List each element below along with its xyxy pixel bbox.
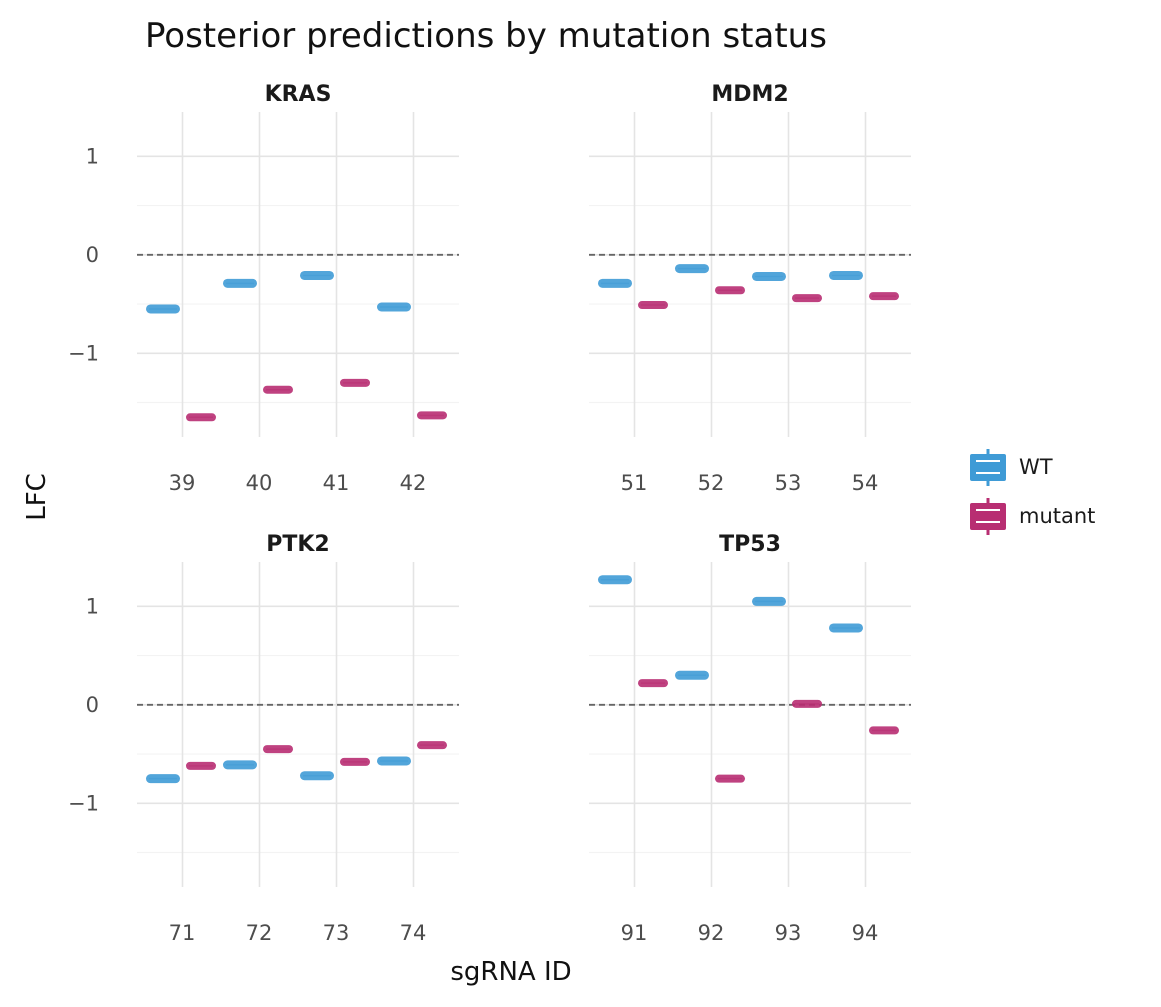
- x-tick-label: 71: [169, 921, 196, 945]
- y-tick-label: 1: [86, 594, 99, 618]
- x-tick-label: 40: [246, 471, 273, 495]
- y-tick-label: −1: [68, 791, 99, 815]
- legend-label: WT: [1019, 455, 1053, 479]
- x-tick-label: 92: [698, 921, 725, 945]
- x-tick-label: 73: [323, 921, 350, 945]
- x-tick-label: 54: [852, 471, 879, 495]
- y-tick-label: 0: [86, 693, 99, 717]
- x-tick-label: 52: [698, 471, 725, 495]
- facet-panels: KRAS 1 0 −1 39 40 41 42 MDM2 51 52 53 54 PTK2 1 0 −1 71 72…: [68, 82, 911, 945]
- x-tick-label: 42: [400, 471, 427, 495]
- y-tick-label: −1: [68, 341, 99, 365]
- chart-title: Posterior predictions by mutation status: [145, 16, 827, 56]
- x-tick-label: 74: [400, 921, 427, 945]
- x-tick-label: 39: [169, 471, 196, 495]
- legend-label: mutant: [1019, 504, 1095, 528]
- facet-kras: KRAS 1 0 −1 39 40 41 42: [68, 82, 459, 495]
- y-axis-title: LFC: [22, 473, 52, 521]
- x-tick-label: 72: [246, 921, 273, 945]
- legend-swatch: [970, 503, 1006, 530]
- x-tick-label: 94: [852, 921, 879, 945]
- facet-strip-label: PTK2: [266, 532, 330, 557]
- x-tick-label: 41: [323, 471, 350, 495]
- legend-item-mutant: mutant: [970, 498, 1095, 535]
- y-tick-label: 0: [86, 243, 99, 267]
- facet-strip-label: MDM2: [711, 82, 788, 107]
- y-tick-label: 1: [86, 144, 99, 168]
- facet-ptk2: PTK2 1 0 −1 71 72 73 74: [68, 532, 459, 945]
- facet-tp53: TP53 91 92 93 94: [589, 532, 911, 945]
- legend: WT mutant: [970, 449, 1095, 535]
- x-tick-label: 53: [775, 471, 802, 495]
- facet-mdm2: MDM2 51 52 53 54: [589, 82, 911, 495]
- legend-item-wt: WT: [970, 449, 1053, 486]
- facet-strip-label: TP53: [719, 532, 781, 557]
- x-tick-label: 93: [775, 921, 802, 945]
- x-tick-label: 91: [621, 921, 648, 945]
- x-axis-title: sgRNA ID: [450, 957, 571, 987]
- legend-swatch: [970, 454, 1006, 481]
- x-tick-label: 51: [621, 471, 648, 495]
- facet-strip-label: KRAS: [265, 82, 332, 107]
